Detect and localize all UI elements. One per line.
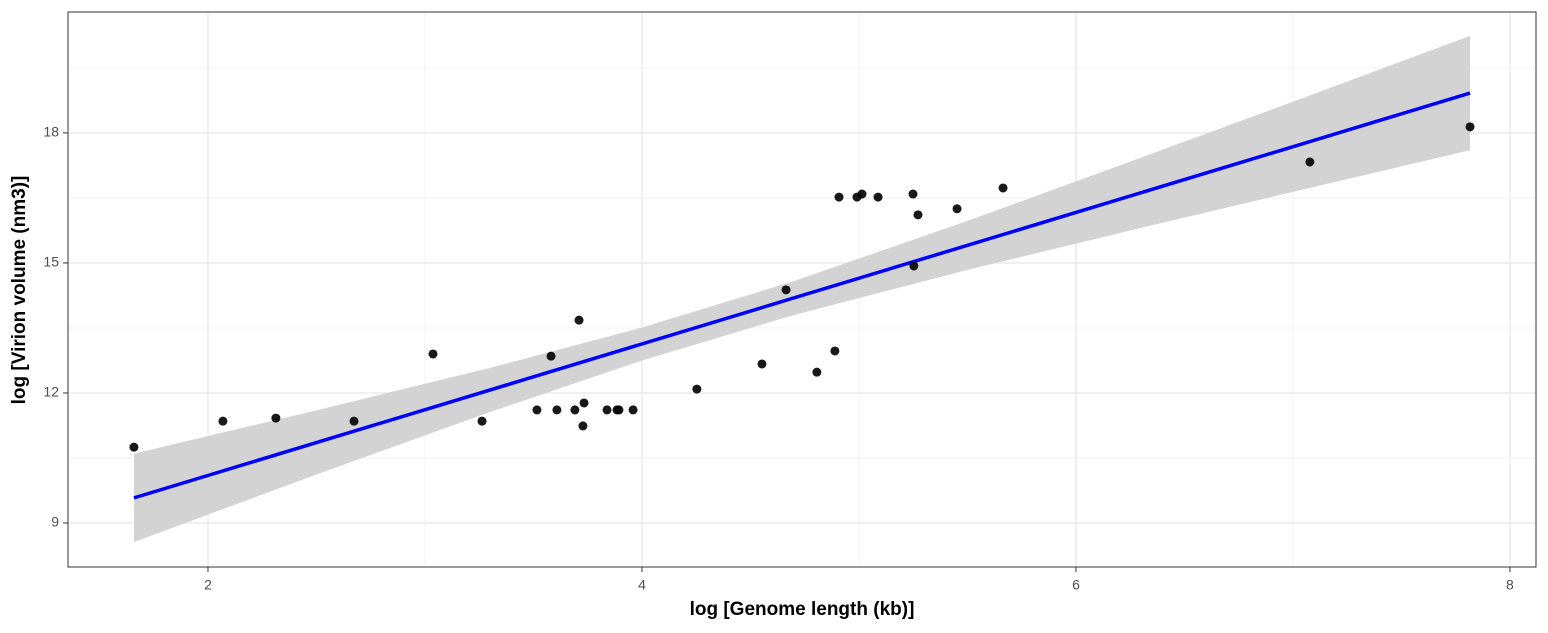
- point: [579, 398, 589, 408]
- x-tick-label: 2: [204, 577, 212, 593]
- point: [998, 183, 1008, 193]
- x-axis-title: log [Genome length (kb)]: [690, 599, 915, 620]
- point: [349, 416, 359, 426]
- point: [757, 359, 767, 369]
- point: [574, 315, 584, 325]
- point: [857, 189, 867, 199]
- point: [570, 405, 580, 415]
- point: [908, 189, 918, 199]
- y-tick-label: 18: [43, 124, 59, 140]
- point: [477, 416, 487, 426]
- point: [812, 367, 822, 377]
- point: [1305, 157, 1315, 167]
- point: [546, 351, 556, 361]
- point: [628, 405, 638, 415]
- fit-line: [133, 91, 1471, 500]
- plot-border: [67, 11, 1537, 568]
- point: [692, 384, 702, 394]
- y-tick-label: 12: [43, 384, 59, 400]
- point: [873, 192, 883, 202]
- point: [952, 204, 962, 214]
- point: [532, 405, 542, 415]
- x-tick-label: 6: [1072, 577, 1080, 593]
- point: [578, 421, 588, 431]
- x-tick-label: 8: [1506, 577, 1514, 593]
- point: [428, 349, 438, 359]
- point: [781, 285, 791, 295]
- y-tick-label: 9: [51, 514, 59, 530]
- point: [1465, 122, 1475, 132]
- point: [129, 442, 139, 452]
- point: [614, 405, 624, 415]
- y-tick-label: 15: [43, 254, 59, 270]
- point: [271, 413, 281, 423]
- confidence-band: [133, 35, 1471, 543]
- y-axis-title: log [Virion volume (nm3)]: [9, 176, 30, 405]
- point: [218, 416, 228, 426]
- point: [552, 405, 562, 415]
- x-tick-label: 4: [638, 577, 646, 593]
- point: [834, 192, 844, 202]
- point: [913, 210, 923, 220]
- point: [602, 405, 612, 415]
- point: [830, 346, 840, 356]
- point: [909, 261, 919, 271]
